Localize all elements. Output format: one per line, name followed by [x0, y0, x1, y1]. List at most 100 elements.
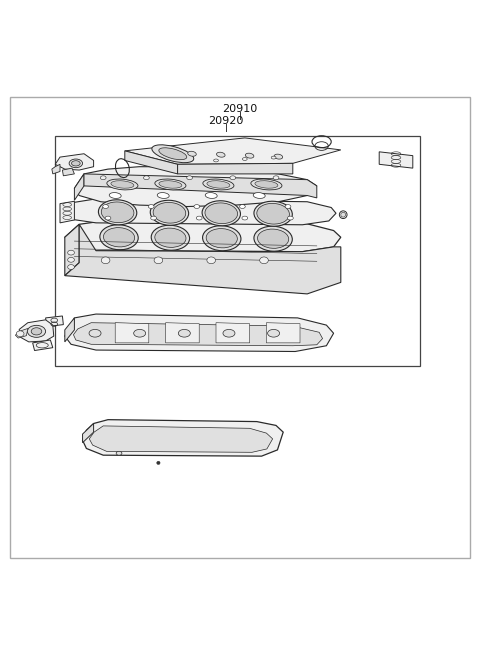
Polygon shape [55, 154, 94, 170]
Ellipse shape [230, 176, 236, 179]
Ellipse shape [100, 225, 138, 250]
Polygon shape [74, 167, 317, 206]
Ellipse shape [245, 153, 254, 158]
Ellipse shape [206, 229, 237, 248]
Polygon shape [19, 320, 54, 342]
Ellipse shape [68, 250, 74, 255]
Ellipse shape [271, 156, 276, 159]
Polygon shape [115, 323, 149, 343]
Polygon shape [65, 224, 79, 276]
Ellipse shape [31, 328, 42, 335]
Ellipse shape [207, 181, 230, 188]
Ellipse shape [203, 179, 234, 190]
Ellipse shape [260, 257, 268, 264]
Polygon shape [52, 164, 60, 174]
Polygon shape [73, 323, 323, 346]
Ellipse shape [111, 181, 134, 188]
Ellipse shape [68, 265, 74, 269]
Ellipse shape [253, 193, 265, 198]
Polygon shape [65, 314, 334, 352]
Polygon shape [89, 426, 273, 453]
Ellipse shape [157, 193, 169, 198]
Ellipse shape [133, 329, 146, 337]
Ellipse shape [150, 200, 189, 225]
Ellipse shape [155, 179, 186, 190]
Ellipse shape [107, 179, 138, 190]
Polygon shape [65, 318, 74, 342]
Ellipse shape [116, 451, 122, 455]
Ellipse shape [207, 257, 216, 264]
Ellipse shape [68, 257, 74, 262]
Polygon shape [125, 151, 178, 174]
Ellipse shape [274, 154, 283, 159]
Ellipse shape [101, 257, 110, 264]
Ellipse shape [103, 204, 108, 208]
Polygon shape [216, 323, 250, 343]
Ellipse shape [254, 226, 292, 252]
Polygon shape [83, 424, 94, 443]
Ellipse shape [240, 204, 245, 208]
Ellipse shape [159, 181, 182, 188]
Ellipse shape [69, 159, 83, 168]
Ellipse shape [202, 200, 240, 226]
Polygon shape [65, 199, 336, 225]
Polygon shape [62, 168, 74, 176]
Polygon shape [15, 328, 28, 338]
Ellipse shape [100, 176, 106, 179]
Polygon shape [33, 340, 53, 350]
Polygon shape [46, 316, 63, 327]
Ellipse shape [257, 204, 289, 224]
Polygon shape [60, 201, 74, 223]
Polygon shape [379, 152, 413, 168]
Ellipse shape [216, 152, 225, 157]
Ellipse shape [196, 216, 202, 220]
Ellipse shape [144, 176, 149, 179]
Ellipse shape [288, 216, 293, 220]
Ellipse shape [153, 202, 186, 223]
Ellipse shape [242, 158, 247, 160]
Ellipse shape [285, 204, 291, 208]
Ellipse shape [104, 228, 134, 247]
Ellipse shape [341, 212, 346, 217]
Ellipse shape [154, 257, 163, 264]
Ellipse shape [105, 216, 111, 220]
Ellipse shape [205, 193, 217, 198]
Polygon shape [178, 163, 293, 174]
Polygon shape [266, 323, 300, 343]
Ellipse shape [255, 181, 278, 188]
Ellipse shape [254, 201, 292, 226]
Ellipse shape [258, 229, 288, 248]
Polygon shape [65, 221, 341, 252]
Ellipse shape [101, 202, 134, 223]
Ellipse shape [242, 216, 248, 220]
Ellipse shape [16, 331, 24, 337]
Polygon shape [84, 174, 317, 198]
Ellipse shape [223, 329, 235, 337]
Ellipse shape [151, 216, 156, 220]
Ellipse shape [205, 203, 238, 223]
Ellipse shape [148, 204, 154, 208]
Ellipse shape [156, 461, 160, 464]
Ellipse shape [194, 204, 200, 208]
Ellipse shape [268, 329, 279, 337]
Ellipse shape [251, 179, 282, 190]
Text: 20920: 20920 [208, 116, 243, 126]
Bar [55, 136, 420, 366]
Polygon shape [83, 420, 283, 456]
Ellipse shape [151, 225, 190, 250]
Ellipse shape [179, 329, 190, 337]
Polygon shape [74, 174, 84, 200]
Ellipse shape [203, 226, 241, 251]
Ellipse shape [188, 151, 196, 157]
Ellipse shape [109, 193, 121, 198]
Ellipse shape [89, 329, 101, 337]
Text: 20910: 20910 [222, 104, 258, 114]
Ellipse shape [72, 160, 80, 166]
Polygon shape [166, 323, 199, 343]
Ellipse shape [214, 159, 218, 162]
Polygon shape [125, 138, 341, 164]
Ellipse shape [273, 176, 279, 179]
Polygon shape [65, 224, 341, 294]
Ellipse shape [98, 200, 137, 225]
Ellipse shape [155, 228, 186, 248]
